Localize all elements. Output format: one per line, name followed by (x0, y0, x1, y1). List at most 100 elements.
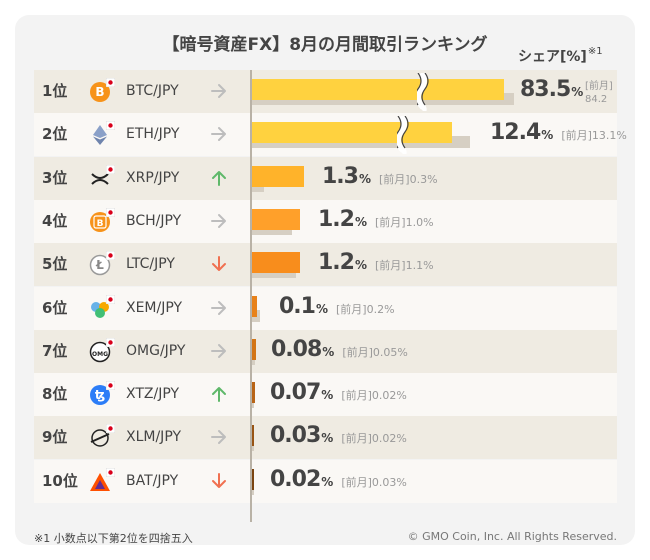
footnote: ※1 小数点以下第2位を四捨五入 (34, 532, 193, 545)
bat-icon (89, 471, 111, 493)
xtz-icon: ꜩ (89, 384, 111, 406)
value-label: 1.2% [前月]1.1% (318, 250, 434, 275)
prev-value: 13.1 (591, 129, 617, 143)
rank-label: 6位 (42, 298, 68, 317)
prev-month-label: [前月] (341, 389, 372, 403)
jp-flag-icon (106, 251, 115, 261)
percent-sign: % (354, 214, 368, 229)
prev-month-label: [前月] (341, 475, 372, 489)
rank-label: 3位 (42, 168, 68, 187)
btc-icon: B (89, 81, 111, 103)
percent-sign: % (321, 474, 334, 489)
jp-flag-icon (106, 121, 115, 131)
rank-label: 9位 (42, 428, 68, 447)
svg-text:B: B (95, 85, 104, 99)
prev-percent-sign: % (396, 475, 407, 489)
ranking-row: 6位 XEM/JPY (34, 286, 617, 330)
axis-break-mark (417, 73, 429, 111)
xlm-icon (89, 427, 111, 449)
jp-flag-icon (106, 294, 115, 304)
prev-percent-sign: % (397, 345, 408, 359)
ranking-row: 10位 BAT/JPY (34, 459, 617, 503)
trend-flat-icon (210, 342, 228, 360)
pair-label: ETH/JPY (126, 126, 180, 143)
bar-current (252, 79, 504, 100)
chart-axis (250, 70, 252, 522)
omg-icon: OMG (89, 341, 111, 363)
value-label: 1.2% [前月]1.0% (318, 207, 434, 232)
prev-value-label: [前月]1.0% (375, 216, 434, 229)
prev-month-label: [前月] (336, 302, 367, 316)
rank-label: 10位 (42, 471, 78, 490)
prev-value-label: [前月]0.02% (341, 432, 407, 445)
ranking-row: 5位 Ł LTC/JPY (34, 243, 617, 287)
ranking-row: 8位 ꜩ XTZ/JPY (34, 373, 617, 417)
prev-value: 0.05 (372, 345, 398, 359)
current-value: 0.08 (271, 336, 322, 362)
value-label: 0.07% [前月]0.02% (270, 380, 407, 405)
rank-label: 2位 (42, 125, 68, 144)
trend-flat-icon (210, 212, 228, 230)
ranking-row: 3位 XRP/JPY (34, 156, 617, 200)
pair-label: LTC/JPY (126, 256, 175, 273)
eth-icon (89, 124, 111, 146)
current-value: 12.4 (490, 120, 541, 146)
pair-label: BCH/JPY (126, 212, 182, 229)
jp-flag-icon (106, 78, 115, 87)
pair-label: OMG/JPY (126, 342, 186, 359)
value-label: 0.1% [前月]0.2% (279, 294, 395, 319)
prev-value-label: [前月]13.1% (561, 129, 627, 142)
pair-label: XEM/JPY (126, 299, 183, 316)
trend-flat-icon (210, 125, 228, 143)
trend-flat-icon (210, 82, 228, 100)
trend-down-icon (210, 255, 228, 273)
prev-percent-sign: % (396, 389, 407, 403)
percent-sign: % (541, 128, 554, 143)
percent-sign: % (315, 301, 329, 316)
value-label: 83.5% (520, 77, 583, 102)
prev-value: 0.03 (371, 475, 397, 489)
jp-flag-icon (106, 381, 115, 391)
jp-flag-icon (106, 467, 115, 477)
chart-title: 【暗号資産FX】8月の月間取引ランキング (162, 35, 488, 55)
percent-sign: % (358, 171, 372, 186)
ranking-row: 2位 ETH/JPY (34, 113, 617, 157)
value-label: 12.4% [前月]13.1% (490, 120, 627, 145)
trend-up-icon (210, 385, 228, 403)
prev-month-label: [前月] (379, 172, 410, 186)
current-value: 0.03 (270, 423, 321, 449)
prev-percent-sign: % (427, 172, 438, 186)
pair-label: XLM/JPY (126, 429, 182, 446)
rank-label: 5位 (42, 255, 68, 274)
bar-current (252, 165, 304, 187)
value-label: 0.02% [前月]0.03% (270, 467, 407, 492)
prev-value: 0.2 (366, 302, 385, 316)
bar-current (252, 295, 257, 317)
rank-label: 7位 (42, 341, 68, 360)
trend-down-icon (210, 472, 228, 490)
bar-current (252, 252, 300, 274)
bar-current (252, 468, 254, 490)
axis-break-mark (397, 116, 409, 155)
rank-label: 8位 (42, 385, 68, 404)
rank-label: 1位 (42, 82, 68, 100)
ranking-row: 9位 XLM/JPY (34, 416, 617, 460)
percent-sign: % (354, 258, 368, 273)
percent-sign: % (321, 431, 334, 446)
prev-value: 1.1 (405, 259, 424, 273)
prev-percent-sign: % (396, 432, 407, 446)
bar-current (252, 382, 255, 404)
pair-label: BAT/JPY (126, 472, 179, 489)
prev-month-label: [前月] (375, 215, 406, 229)
rank-label: 4位 (42, 211, 68, 230)
ranking-row: 4位 B BCH/JPY (34, 199, 617, 243)
prev-value-label: [前月]0.02% (341, 389, 407, 402)
unit-label: シェア[%]※1 (518, 46, 603, 66)
prev-percent-sign: % (616, 129, 627, 143)
trend-up-icon (210, 169, 228, 187)
prev-percent-sign: % (384, 302, 395, 316)
current-value: 0.02 (270, 466, 321, 492)
prev-value: 1.0 (405, 215, 424, 229)
svg-text:Ł: Ł (95, 258, 104, 272)
prev-month-label: [前月] (561, 129, 592, 143)
